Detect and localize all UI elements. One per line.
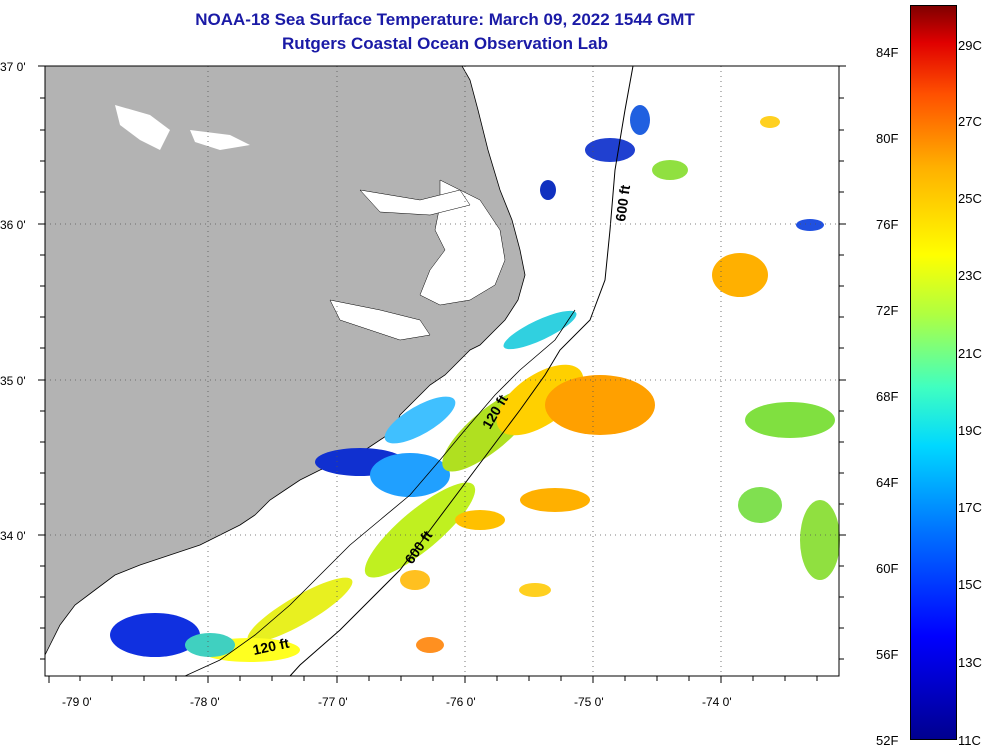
bottom-ticks <box>48 676 818 683</box>
cb-label-19c: 19C <box>958 423 982 438</box>
cb-label-80f: 80F <box>876 131 899 146</box>
contour-label-600ft-north: 600 ft <box>612 184 633 223</box>
cb-label-84f: 84F <box>876 45 899 60</box>
contour-label-120ft-south: 120 ft <box>251 635 290 658</box>
lon-label-79: -79 0' <box>62 695 92 709</box>
lat-label-35: 35 0' <box>0 374 26 388</box>
lon-label-77: -77 0' <box>318 695 348 709</box>
left-ticks <box>38 65 45 660</box>
cb-label-21c: 21C <box>958 346 982 361</box>
lat-label-37: 37 0' <box>0 60 26 74</box>
cb-label-23c: 23C <box>958 268 982 283</box>
cb-label-76f: 76F <box>876 217 899 232</box>
cb-label-29c: 29C <box>958 38 982 53</box>
cb-label-11c: 11C <box>958 733 981 748</box>
map-subtitle: Rutgers Coastal Ocean Observation Lab <box>282 34 608 53</box>
cb-label-60f: 60F <box>876 561 899 576</box>
cb-label-13c: 13C <box>958 655 982 670</box>
graticule <box>45 66 839 676</box>
map-title: NOAA-18 Sea Surface Temperature: March 0… <box>195 10 695 29</box>
temperature-colorbar <box>910 5 957 740</box>
cb-label-56f: 56F <box>876 647 899 662</box>
lon-label-78: -78 0' <box>190 695 220 709</box>
cb-label-64f: 64F <box>876 475 899 490</box>
lon-label-75: -75 0' <box>574 695 604 709</box>
lon-label-76: -76 0' <box>446 695 476 709</box>
cb-label-68f: 68F <box>876 389 899 404</box>
cb-label-72f: 72F <box>876 303 899 318</box>
cb-label-25c: 25C <box>958 191 982 206</box>
cb-label-27c: 27C <box>958 114 982 129</box>
map-frame <box>44 65 840 677</box>
contour-600ft <box>289 65 634 677</box>
cb-label-52f: 52F <box>876 733 899 748</box>
albemarle-sound <box>359 189 471 216</box>
sst-patches <box>110 105 840 662</box>
lake-white <box>115 105 170 150</box>
lon-label-74: -74 0' <box>702 695 732 709</box>
lat-label-36: 36 0' <box>0 218 26 232</box>
reservoir-white <box>190 130 250 150</box>
cb-label-15c: 15C <box>958 577 982 592</box>
river-neuse <box>329 299 431 341</box>
right-ticks <box>839 65 846 660</box>
cb-label-17c: 17C <box>958 500 982 515</box>
contour-120ft <box>184 309 576 677</box>
lat-label-34: 34 0' <box>0 529 26 543</box>
